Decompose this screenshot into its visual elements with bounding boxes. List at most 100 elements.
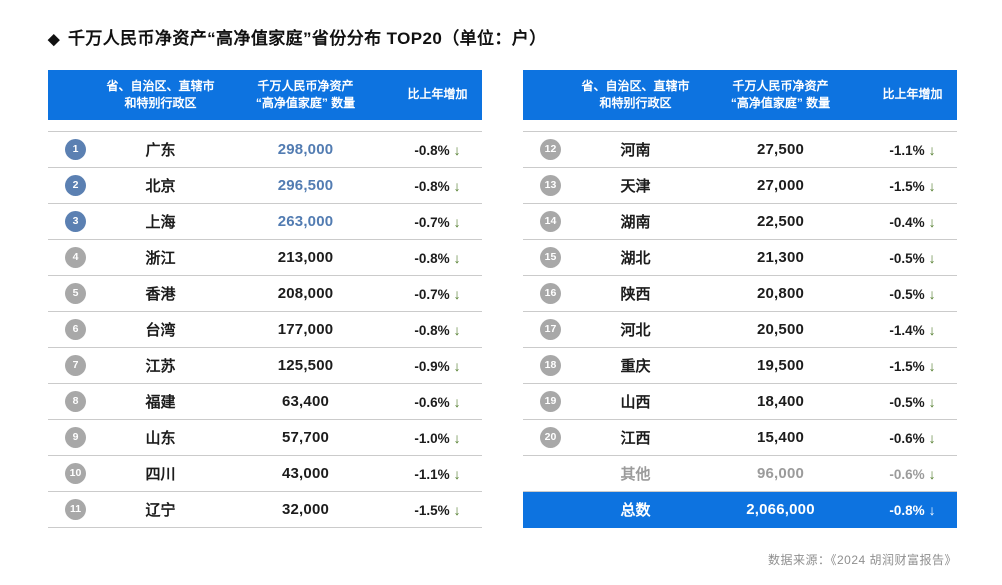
down-arrow-icon: ↓ [928, 141, 936, 158]
change-value: -1.1% ↓ [414, 465, 461, 482]
count-value: 2,066,000 [746, 501, 815, 518]
change-value: -0.9% ↓ [414, 357, 461, 374]
table-row: 5 香港 208,000 -0.7% ↓ [48, 276, 482, 312]
change-value: -0.8% ↓ [414, 321, 461, 338]
region-label: 浙江 [145, 250, 176, 267]
header-count-column: 千万人民币净资产 “高净值家庭” 数量 [255, 78, 356, 110]
count-value: 18,400 [756, 393, 805, 410]
down-arrow-icon: ↓ [453, 393, 461, 410]
table-row: 10 四川 43,000 -1.1% ↓ [48, 456, 482, 492]
rank-badge: 7 [65, 355, 86, 376]
down-arrow-icon: ↓ [453, 429, 461, 446]
table-row: 9 山东 57,700 -1.0% ↓ [48, 420, 482, 456]
table-row: 4 浙江 213,000 -0.8% ↓ [48, 240, 482, 276]
region-label: 河北 [620, 322, 651, 339]
header-change-column: 比上年增加 [407, 87, 468, 102]
change-value: -0.4% ↓ [889, 213, 936, 230]
count-value: 27,000 [756, 177, 805, 194]
header-region-column: 省、自治区、直辖市 和特别行政区 [106, 78, 215, 110]
region-label: 四川 [145, 466, 176, 483]
count-value: 263,000 [277, 213, 334, 230]
table-row: 11 辽宁 32,000 -1.5% ↓ [48, 492, 482, 528]
region-label: 福建 [145, 394, 176, 411]
table-row: 2 北京 296,500 -0.8% ↓ [48, 168, 482, 204]
region-label: 北京 [145, 178, 176, 195]
table-row: 18 重庆 19,500 -1.5% ↓ [523, 348, 957, 384]
rank-badge: 3 [65, 211, 86, 232]
change-value: -0.5% ↓ [889, 393, 936, 410]
region-label: 山东 [145, 430, 176, 447]
change-value: -0.6% ↓ [414, 393, 461, 410]
change-value: -0.6% ↓ [889, 465, 936, 482]
rank-badge: 12 [540, 139, 561, 160]
count-value: 20,800 [756, 285, 805, 302]
down-arrow-icon: ↓ [928, 321, 936, 338]
region-label: 江西 [620, 430, 651, 447]
down-arrow-icon: ↓ [928, 213, 936, 230]
count-value: 296,500 [277, 177, 334, 194]
table-row: 17 河北 20,500 -1.4% ↓ [523, 312, 957, 348]
change-value: -0.6% ↓ [889, 429, 936, 446]
rank-badge: 13 [540, 175, 561, 196]
count-value: 208,000 [277, 285, 334, 302]
table-row: 7 江苏 125,500 -0.9% ↓ [48, 348, 482, 384]
count-value: 27,500 [756, 141, 805, 158]
region-label: 台湾 [145, 322, 176, 339]
diamond-icon: ◆ [48, 31, 60, 48]
count-value: 213,000 [277, 249, 334, 266]
table-row: 8 福建 63,400 -0.6% ↓ [48, 384, 482, 420]
down-arrow-icon: ↓ [928, 177, 936, 194]
region-label: 香港 [145, 286, 176, 303]
down-arrow-icon: ↓ [928, 429, 936, 446]
left-ranking-table: 省、自治区、直辖市 和特别行政区 千万人民币净资产 “高净值家庭” 数量 比上年… [48, 70, 482, 528]
rank-badge: 1 [65, 139, 86, 160]
rank-badge: 18 [540, 355, 561, 376]
data-source-note: 数据来源：《2024 胡润财富报告》 [767, 553, 957, 567]
table-row: 1 广东 298,000 -0.8% ↓ [48, 132, 482, 168]
region-label: 河南 [620, 142, 651, 159]
rank-badge: 17 [540, 319, 561, 340]
down-arrow-icon: ↓ [453, 465, 461, 482]
rank-badge: 10 [65, 463, 86, 484]
right-table-header: 省、自治区、直辖市 和特别行政区 千万人民币净资产 “高净值家庭” 数量 比上年… [523, 70, 957, 120]
change-value: -1.5% ↓ [889, 177, 936, 194]
down-arrow-icon: ↓ [928, 465, 936, 482]
change-value: -0.8% ↓ [414, 141, 461, 158]
count-value: 21,300 [756, 249, 805, 266]
page-title-text: 千万人民币净资产“高净值家庭”省份分布 TOP20（单位：户） [67, 29, 547, 48]
rank-badge: 5 [65, 283, 86, 304]
change-value: -1.0% ↓ [414, 429, 461, 446]
region-label: 陕西 [620, 286, 651, 303]
change-value: -0.8% ↓ [889, 501, 936, 518]
ranking-tables: 省、自治区、直辖市 和特别行政区 千万人民币净资产 “高净值家庭” 数量 比上年… [48, 70, 957, 528]
down-arrow-icon: ↓ [928, 501, 936, 518]
change-value: -0.5% ↓ [889, 249, 936, 266]
table-row-other: 其他 96,000 -0.6% ↓ [523, 456, 957, 492]
right-table-body: 12 河南 27,500 -1.1% ↓ 13 天津 27,000 -1.5% ↓ … [523, 131, 957, 528]
table-row: 13 天津 27,000 -1.5% ↓ [523, 168, 957, 204]
count-value: 298,000 [277, 141, 334, 158]
count-value: 43,000 [281, 465, 330, 482]
count-value: 96,000 [756, 465, 805, 482]
region-label: 重庆 [620, 358, 651, 375]
down-arrow-icon: ↓ [453, 249, 461, 266]
down-arrow-icon: ↓ [928, 393, 936, 410]
region-label: 广东 [145, 142, 176, 159]
table-row: 12 河南 27,500 -1.1% ↓ [523, 132, 957, 168]
change-value: -0.7% ↓ [414, 285, 461, 302]
header-change-column: 比上年增加 [882, 87, 943, 102]
table-row: 16 陕西 20,800 -0.5% ↓ [523, 276, 957, 312]
down-arrow-icon: ↓ [453, 213, 461, 230]
rank-badge: 8 [65, 391, 86, 412]
table-row: 19 山西 18,400 -0.5% ↓ [523, 384, 957, 420]
down-arrow-icon: ↓ [453, 141, 461, 158]
change-value: -1.4% ↓ [889, 321, 936, 338]
right-ranking-table: 省、自治区、直辖市 和特别行政区 千万人民币净资产 “高净值家庭” 数量 比上年… [523, 70, 957, 528]
region-label: 总数 [620, 502, 651, 519]
region-label: 山西 [620, 394, 651, 411]
change-value: -0.5% ↓ [889, 285, 936, 302]
count-value: 32,000 [281, 501, 330, 518]
change-value: -1.5% ↓ [889, 357, 936, 374]
count-value: 57,700 [281, 429, 330, 446]
